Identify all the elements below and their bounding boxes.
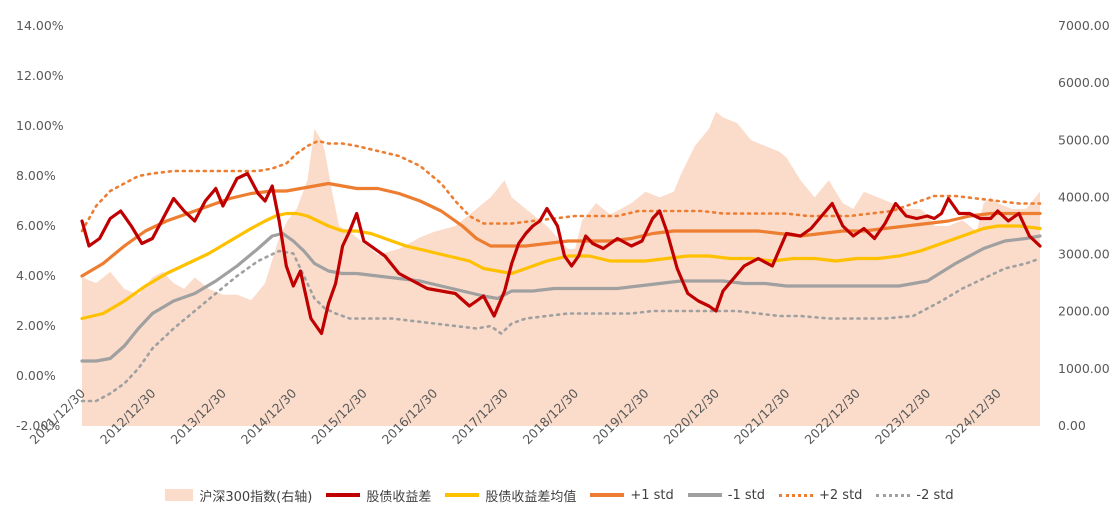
legend-label-index: 沪深300指数(右轴) — [199, 489, 313, 505]
legend-label-plus1: +1 std — [630, 487, 674, 503]
series-line-minus1 — [80, 231, 1042, 363]
x-tick-label: 2011/12/30 — [27, 385, 89, 447]
series-line-mean — [80, 211, 1042, 321]
legend-item-plus1: +1 std — [590, 487, 674, 503]
index-area-layer — [82, 111, 1040, 426]
left-tick-label: 10.00% — [16, 118, 64, 133]
legend-label-minus1: -1 std — [727, 487, 765, 503]
series-lines-layer — [80, 139, 1042, 403]
legend-swatch-spread — [326, 493, 361, 497]
legend-swatch-mean — [445, 493, 480, 497]
legend-label-spread: 股债收益差 — [366, 489, 432, 505]
legend-label-minus2: -2 std — [916, 487, 954, 503]
right-tick-label: 1000.00 — [1058, 361, 1110, 376]
series-line-spread — [80, 171, 1042, 336]
left-tick-label: 14.00% — [16, 18, 64, 33]
series-line-minus2 — [80, 249, 1042, 403]
legend-swatch-minus1 — [687, 493, 722, 497]
legend-swatch-minus2 — [876, 493, 911, 497]
left-tick-label: 2.00% — [16, 318, 56, 333]
legend-label-mean: 股债收益差均值 — [485, 489, 577, 505]
legend-label-plus2: +2 std — [819, 487, 863, 503]
right-tick-label: 6000.00 — [1058, 75, 1110, 90]
left-axis-ticks: -2.00% 0.00% 2.00% 4.00% 6.00% 8.00% 10.00% 12.… — [16, 18, 64, 433]
series-line-plus2 — [80, 139, 1042, 233]
left-tick-label: -2.00% — [16, 418, 60, 433]
left-tick-label: 12.00% — [16, 68, 64, 83]
left-tick-label: 4.00% — [16, 268, 56, 283]
legend-item-minus1: -1 std — [687, 487, 765, 503]
legend-item-spread: 股债收益差 — [326, 486, 431, 505]
legend-swatch-index — [165, 489, 194, 501]
right-tick-label: 3000.00 — [1058, 247, 1110, 262]
legend-item-mean: 股债收益差均值 — [445, 486, 576, 505]
left-tick-label: 8.00% — [16, 168, 56, 183]
left-tick-label: 0.00% — [16, 368, 56, 383]
legend-swatch-plus2 — [779, 493, 813, 497]
chart-canvas: -2.00% 0.00% 2.00% 4.00% 6.00% 8.00% 10.00% 12.… — [16, 18, 1110, 447]
legend-item-plus2: +2 std — [779, 488, 862, 503]
right-tick-label: 0.00 — [1058, 418, 1086, 433]
right-axis-ticks: 0.00 1000.00 2000.00 3000.00 4000.00 5000.00 6… — [1058, 18, 1110, 433]
legend: 沪深300指数(右轴) 股债收益差 股债收益差均值 +1 std -1 std … — [0, 483, 1119, 507]
series-line-plus1 — [80, 181, 1042, 278]
legend-item-index: 沪深300指数(右轴) — [165, 486, 312, 505]
right-tick-label: 7000.00 — [1058, 18, 1110, 33]
series-area-index — [82, 111, 1040, 426]
left-tick-label: 6.00% — [16, 218, 56, 233]
right-tick-label: 4000.00 — [1058, 189, 1110, 204]
right-tick-label: 5000.00 — [1058, 132, 1110, 147]
legend-item-minus2: -2 std — [876, 487, 954, 503]
right-tick-label: 2000.00 — [1058, 304, 1110, 319]
legend-swatch-plus1 — [590, 493, 625, 497]
